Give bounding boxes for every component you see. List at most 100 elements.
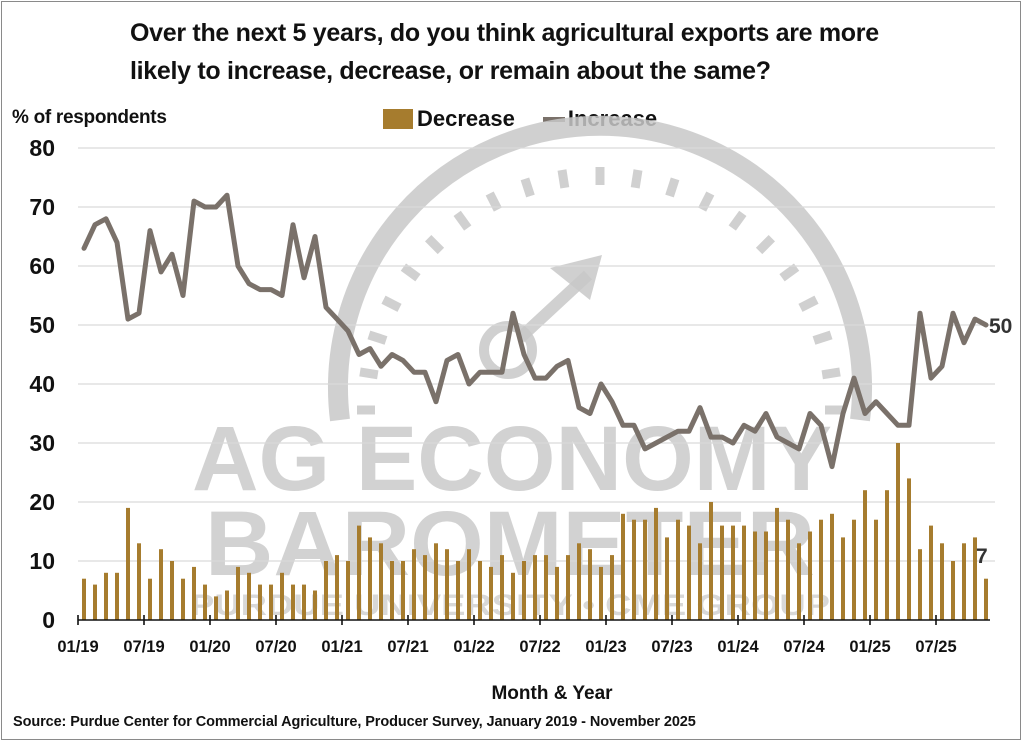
decrease-bar — [225, 590, 229, 620]
x-tick-label: 07/19 — [123, 638, 164, 656]
gauge-tick-icon — [755, 234, 776, 255]
x-tick-label: 01/21 — [321, 638, 362, 656]
decrease-bar — [687, 525, 691, 620]
decrease-bar — [863, 490, 867, 620]
decrease-bar — [841, 537, 845, 620]
decrease-bar — [434, 543, 438, 620]
decrease-bar — [258, 584, 262, 620]
y-tick-label: 80 — [29, 135, 55, 161]
x-tick-label: 07/25 — [915, 638, 956, 656]
y-axis-label: % of respondents — [12, 107, 167, 128]
x-tick-label: 01/20 — [189, 638, 230, 656]
decrease-bar — [874, 519, 878, 620]
decrease-bar — [830, 513, 834, 620]
y-tick-label: 70 — [29, 194, 55, 220]
decrease-bar — [698, 543, 702, 620]
decrease-bar — [753, 531, 757, 620]
x-tick-label: 01/24 — [717, 638, 759, 656]
decrease-bar — [93, 584, 97, 620]
decrease-bar — [500, 555, 504, 620]
decrease-bar — [984, 578, 988, 620]
source-note: Source: Purdue Center for Commercial Agr… — [13, 714, 696, 730]
gauge-tick-icon — [453, 210, 472, 231]
decrease-swatch-icon — [383, 109, 413, 129]
decrease-bar — [775, 507, 779, 620]
decrease-bar — [104, 572, 108, 620]
decrease-bar — [819, 519, 823, 620]
gauge-tick-icon — [812, 330, 833, 345]
decrease-bar — [742, 525, 746, 620]
decrease-bar — [852, 519, 856, 620]
decrease-bar — [918, 549, 922, 620]
decrease-bar — [940, 543, 944, 620]
decrease-bar — [346, 561, 350, 620]
gauge-tick-icon — [381, 295, 402, 312]
decrease-bar — [137, 543, 141, 620]
decrease-bar — [676, 519, 680, 620]
gauge-tick-icon — [400, 263, 421, 282]
gauge-tick-icon — [520, 177, 535, 198]
decrease-bar — [324, 561, 328, 620]
decrease-bar — [599, 566, 603, 620]
x-tick-label: 01/22 — [453, 638, 494, 656]
decrease-bar — [280, 572, 284, 620]
watermark-line-1: AG ECONOMY — [192, 408, 832, 510]
decrease-bar — [665, 537, 669, 620]
x-tick-label: 07/21 — [387, 638, 428, 656]
gauge-tick-icon — [359, 367, 379, 380]
decrease-bar — [313, 590, 317, 620]
y-tick-label: 30 — [29, 430, 55, 456]
x-tick-label: 07/20 — [255, 638, 296, 656]
increase-line-swatch-icon — [542, 116, 565, 122]
decrease-bar — [82, 578, 86, 620]
decrease-bar — [929, 525, 933, 620]
decrease-bar — [643, 519, 647, 620]
decrease-bar — [654, 507, 658, 620]
end-labels: 50 7 — [976, 315, 1012, 568]
decrease-bar — [632, 519, 636, 620]
decrease-bar — [907, 478, 911, 620]
x-tick-label: 07/22 — [519, 638, 560, 656]
decrease-bar — [533, 555, 537, 620]
gauge-tick-icon — [424, 234, 445, 255]
decrease-bar — [720, 525, 724, 620]
decrease-bar — [302, 584, 306, 620]
decrease-bar — [555, 566, 559, 620]
decrease-bar — [478, 561, 482, 620]
increase-end-label: 50 — [989, 315, 1012, 338]
decrease-bar — [456, 561, 460, 620]
x-tick-label: 01/23 — [585, 638, 626, 656]
x-tick-label: 01/25 — [849, 638, 890, 656]
y-axis-ticks: 0 10 20 30 40 50 60 70 80 — [29, 135, 55, 633]
decrease-bar — [214, 596, 218, 620]
gauge-tick-icon — [798, 295, 819, 312]
decrease-bar — [390, 561, 394, 620]
decrease-bar — [368, 537, 372, 620]
gauge-tick-icon — [728, 210, 747, 231]
increase-line — [81, 192, 989, 470]
gauge-tick-icon — [665, 177, 680, 198]
decrease-bar — [731, 525, 735, 620]
decrease-bars — [82, 443, 988, 620]
decrease-bar — [786, 519, 790, 620]
decrease-bar — [588, 549, 592, 620]
decrease-bar — [181, 578, 185, 620]
x-axis-title: Month & Year — [491, 683, 613, 704]
gauge-tick-icon — [821, 367, 841, 380]
decrease-bar — [896, 443, 900, 620]
decrease-bar — [467, 549, 471, 620]
decrease-bar — [379, 543, 383, 620]
decrease-bar — [203, 584, 207, 620]
y-tick-label: 60 — [29, 253, 55, 279]
gauge-tick-icon — [630, 169, 643, 189]
gauge-tick-icon — [779, 263, 800, 282]
decrease-bar — [412, 549, 416, 620]
decrease-bar — [115, 572, 119, 620]
x-tick-label: 07/24 — [783, 638, 825, 656]
decrease-bar — [544, 555, 548, 620]
decrease-bar — [159, 549, 163, 620]
decrease-bar — [192, 566, 196, 620]
legend-label-decrease: Decrease — [417, 106, 515, 131]
